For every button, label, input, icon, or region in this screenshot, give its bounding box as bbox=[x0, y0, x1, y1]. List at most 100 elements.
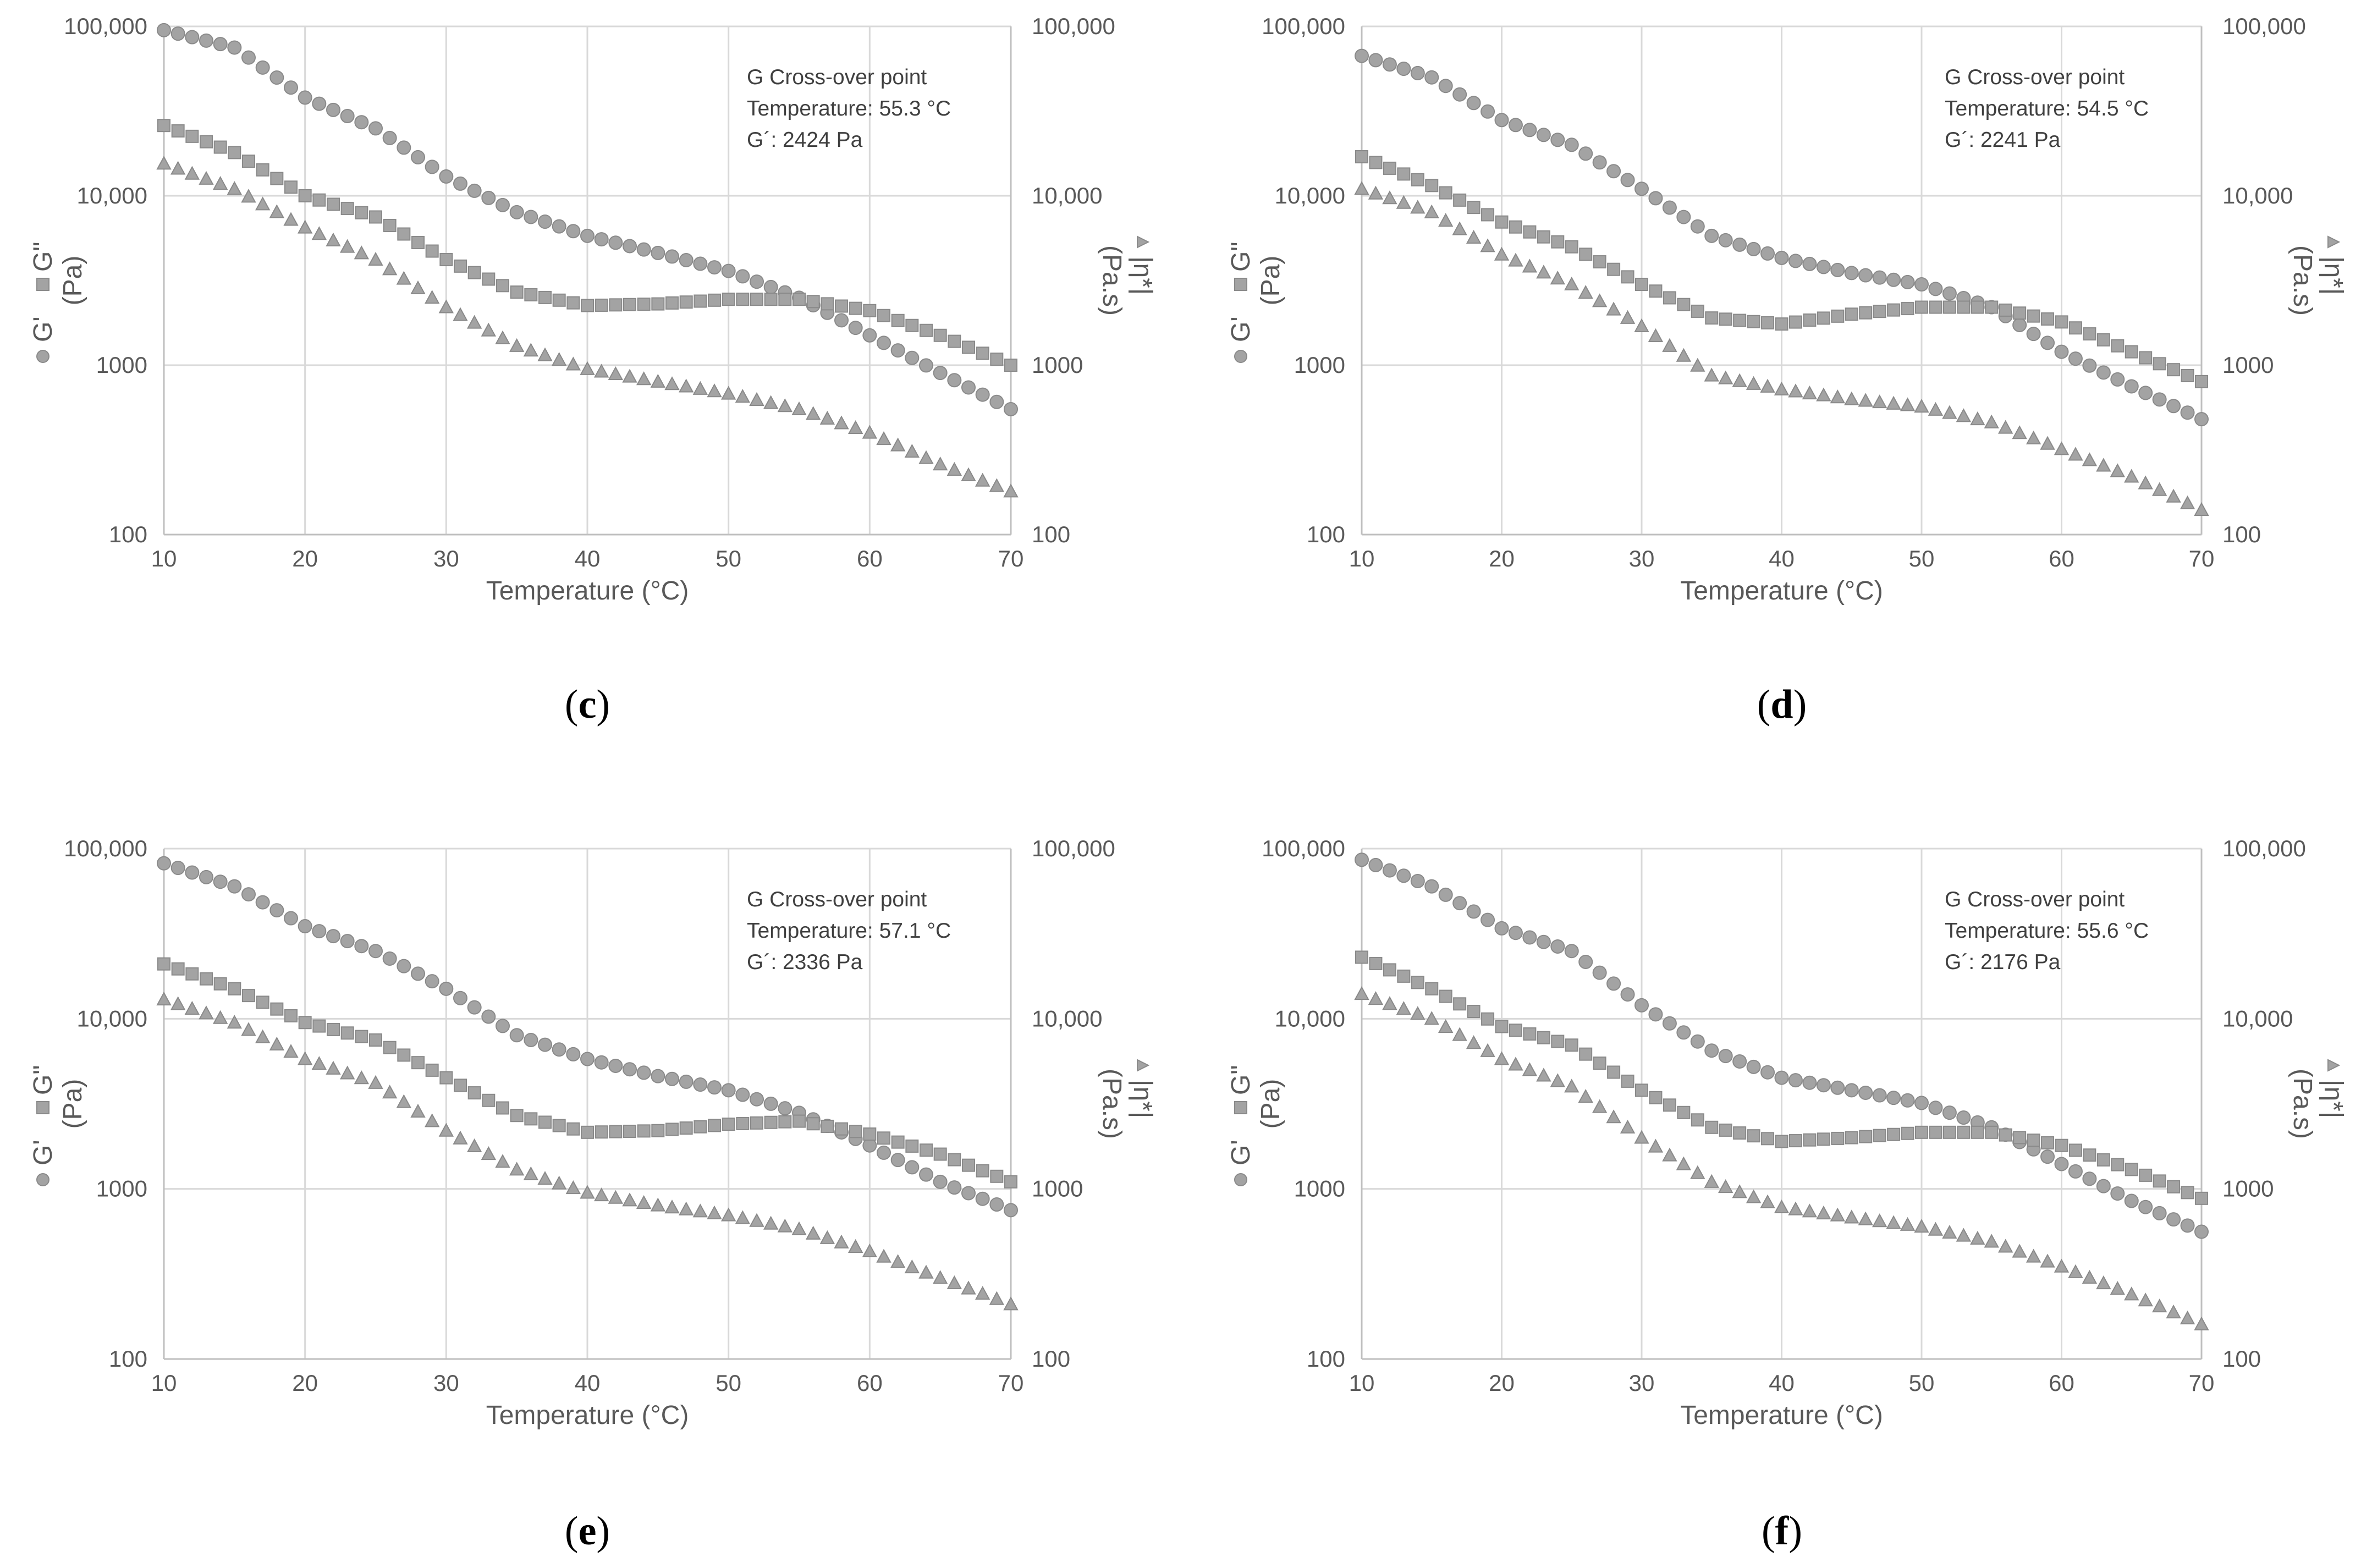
data-point-triangle bbox=[1003, 483, 1019, 498]
data-point-triangle bbox=[1690, 357, 1705, 372]
data-point-square bbox=[679, 1121, 693, 1135]
data-point-circle bbox=[467, 183, 482, 198]
data-point-triangle bbox=[2124, 469, 2139, 483]
panel-label-letter: c bbox=[579, 682, 597, 727]
crossover-annotation-line: Temperature: 54.5 °C bbox=[1945, 97, 2149, 120]
data-point-square bbox=[425, 1063, 439, 1077]
data-point-triangle bbox=[2068, 1264, 2083, 1278]
data-point-circle bbox=[509, 1028, 524, 1043]
data-point-circle bbox=[2180, 405, 2195, 420]
data-point-square bbox=[1761, 316, 1775, 329]
data-point-square bbox=[355, 206, 368, 219]
data-point-triangle bbox=[212, 175, 228, 190]
data-point-circle bbox=[1788, 1073, 1803, 1088]
data-point-square bbox=[581, 299, 594, 312]
data-point-circle bbox=[1355, 48, 1369, 63]
data-point-triangle bbox=[1760, 378, 1775, 393]
data-point-circle bbox=[1620, 987, 1635, 1002]
data-point-triangle bbox=[1382, 190, 1397, 205]
data-point-circle bbox=[1508, 926, 1523, 940]
data-point-triangle bbox=[438, 1123, 454, 1137]
data-point-square bbox=[1887, 1127, 1901, 1141]
data-point-triangle bbox=[1578, 1088, 1593, 1103]
data-point-triangle bbox=[735, 389, 751, 403]
data-point-square bbox=[708, 293, 721, 307]
data-point-triangle bbox=[664, 376, 680, 390]
y-tick-label-left: 1000 bbox=[96, 352, 147, 378]
data-point-circle bbox=[1914, 277, 1929, 292]
data-point-circle bbox=[1592, 965, 1607, 980]
data-point-triangle bbox=[1746, 1189, 1762, 1203]
data-point-circle bbox=[1802, 1075, 1817, 1090]
data-point-triangle bbox=[1900, 1217, 1916, 1231]
data-point-triangle bbox=[1662, 1147, 1677, 1162]
data-point-square bbox=[312, 193, 326, 207]
data-point-triangle bbox=[1424, 1011, 1439, 1025]
data-point-triangle bbox=[184, 1000, 200, 1015]
data-point-triangle bbox=[1592, 1099, 1608, 1113]
data-point-circle bbox=[340, 109, 355, 124]
data-point-square bbox=[1803, 313, 1817, 327]
y-tick-label-right: 100 bbox=[2222, 521, 2261, 547]
data-point-triangle bbox=[509, 1162, 525, 1176]
panel-label-open: ( bbox=[565, 682, 579, 727]
crossover-annotation-line: G´: 2176 Pa bbox=[1945, 950, 2061, 974]
data-point-triangle bbox=[1984, 1234, 1999, 1248]
data-point-square bbox=[1719, 1123, 1732, 1137]
data-point-square bbox=[2181, 369, 2194, 383]
data-point-triangle bbox=[1480, 238, 1495, 252]
data-point-circle bbox=[877, 335, 891, 350]
data-point-square bbox=[1747, 1129, 1760, 1143]
data-point-circle bbox=[1956, 1110, 1971, 1125]
y-tick-label-right: 100 bbox=[1032, 521, 1070, 547]
data-point-triangle bbox=[932, 1270, 948, 1284]
data-point-triangle bbox=[678, 1201, 694, 1215]
data-point-circle bbox=[1550, 133, 1565, 147]
data-point-triangle bbox=[565, 1180, 581, 1195]
data-point-circle bbox=[439, 169, 454, 184]
data-point-circle bbox=[425, 159, 439, 174]
data-point-triangle bbox=[1550, 1073, 1565, 1087]
data-point-square bbox=[566, 296, 580, 310]
data-point-circle bbox=[425, 974, 439, 989]
data-point-circle bbox=[1606, 164, 1621, 179]
data-point-square bbox=[891, 313, 905, 327]
data-point-circle bbox=[735, 269, 750, 284]
data-point-square bbox=[595, 1125, 608, 1139]
data-point-triangle bbox=[2151, 1299, 2167, 1313]
data-point-square bbox=[411, 236, 425, 250]
y-tick-label-right: 10,000 bbox=[2222, 183, 2293, 208]
data-point-circle bbox=[1886, 1091, 1901, 1105]
data-point-square bbox=[694, 294, 707, 308]
data-point-circle bbox=[933, 366, 948, 381]
data-point-square bbox=[806, 295, 820, 309]
data-point-circle bbox=[453, 176, 467, 191]
data-point-triangle bbox=[580, 361, 595, 375]
data-point-circle bbox=[1746, 1059, 1761, 1074]
data-point-circle bbox=[1732, 1054, 1747, 1069]
data-point-triangle bbox=[424, 290, 440, 304]
data-point-square bbox=[1565, 240, 1578, 254]
data-point-triangle bbox=[1494, 246, 1510, 261]
data-point-circle bbox=[1844, 266, 1859, 280]
panel-label-letter: d bbox=[1770, 682, 1793, 727]
data-point-triangle bbox=[326, 1060, 341, 1075]
data-point-circle bbox=[1816, 260, 1831, 274]
data-point-triangle bbox=[1522, 1062, 1538, 1076]
data-point-circle bbox=[538, 214, 552, 229]
data-point-circle bbox=[2096, 365, 2111, 380]
y-label-unit-right: (Pa.s) bbox=[1097, 245, 1126, 316]
data-point-circle bbox=[721, 263, 736, 278]
data-point-square bbox=[566, 1122, 580, 1136]
data-point-square bbox=[962, 1158, 975, 1172]
data-point-triangle bbox=[495, 1154, 510, 1168]
data-point-circle bbox=[368, 121, 383, 136]
data-point-triangle bbox=[156, 156, 172, 170]
data-point-circle bbox=[1928, 1101, 1943, 1115]
data-point-circle bbox=[679, 1074, 694, 1089]
x-axis-title: Temperature (°C) bbox=[1680, 1401, 1883, 1430]
data-point-circle bbox=[509, 205, 524, 219]
data-point-circle bbox=[298, 90, 312, 105]
data-point-circle bbox=[1858, 268, 1873, 283]
